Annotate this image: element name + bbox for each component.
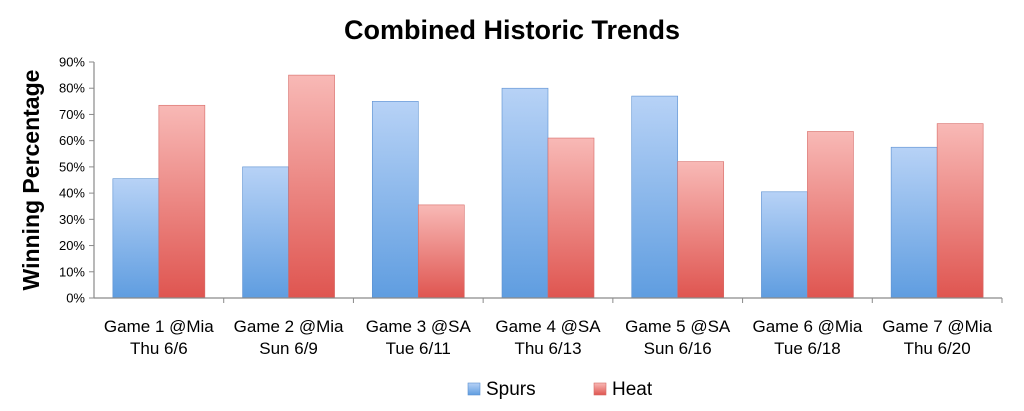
y-tick-label: 60% bbox=[59, 133, 85, 148]
bar-spurs-4 bbox=[501, 87, 549, 299]
x-tick-label: Game 1 @Mia Thu 6/6 bbox=[104, 317, 214, 358]
legend-label-heat: Heat bbox=[612, 379, 653, 400]
y-tick-label: 70% bbox=[59, 107, 85, 122]
bar-heat-7 bbox=[936, 123, 984, 299]
bar-heat-1 bbox=[158, 104, 206, 299]
bar-heat-6 bbox=[807, 131, 854, 299]
y-axis-label: Winning Percentage bbox=[18, 70, 44, 291]
legend: Spurs Heat bbox=[467, 379, 653, 400]
chart-title: Combined Historic Trends bbox=[344, 15, 680, 45]
bar-spurs-2 bbox=[242, 166, 289, 299]
y-tick-label: 40% bbox=[59, 186, 85, 201]
bar-spurs-6 bbox=[761, 191, 808, 299]
x-tick-label: Game 7 @Mia Thu 6/20 bbox=[882, 317, 992, 358]
y-tick-label: 0% bbox=[66, 291, 85, 306]
y-tick-label: 90% bbox=[59, 55, 85, 70]
y-tick-label: 50% bbox=[59, 159, 85, 174]
x-tick-label: Game 4 @SA Thu 6/13 bbox=[495, 317, 601, 358]
y-tick-label: 30% bbox=[59, 212, 85, 227]
bar-heat-3 bbox=[417, 204, 465, 299]
legend-swatch-spurs bbox=[467, 382, 481, 396]
x-tick-label: Game 6 @Mia Tue 6/18 bbox=[752, 317, 862, 358]
bar-spurs-3 bbox=[371, 101, 419, 299]
bar-spurs-1 bbox=[112, 178, 160, 299]
bar-heat-4 bbox=[547, 137, 595, 299]
bars bbox=[112, 74, 984, 299]
y-axis-ticks: 0% 10% 20% 30% 40% 50% 60% 70% 80% 90% bbox=[59, 55, 94, 306]
x-tick-label: Game 2 @Mia Sun 6/9 bbox=[234, 317, 344, 358]
y-tick-label: 80% bbox=[59, 81, 85, 96]
y-tick-label: 20% bbox=[59, 238, 85, 253]
bar-heat-5 bbox=[677, 161, 725, 299]
bar-heat-2 bbox=[288, 74, 335, 299]
legend-label-spurs: Spurs bbox=[486, 379, 536, 400]
legend-swatch-heat bbox=[593, 382, 607, 396]
x-tick-label: Game 5 @SA Sun 6/16 bbox=[625, 317, 731, 358]
x-tick-label: Game 3 @SA Tue 6/11 bbox=[366, 317, 472, 358]
bar-spurs-7 bbox=[890, 146, 938, 299]
x-axis-ticks: Game 1 @Mia Thu 6/6 Game 2 @Mia Sun 6/9 Game… bbox=[104, 298, 1003, 358]
bar-spurs-5 bbox=[631, 95, 679, 299]
y-tick-label: 10% bbox=[59, 264, 85, 279]
